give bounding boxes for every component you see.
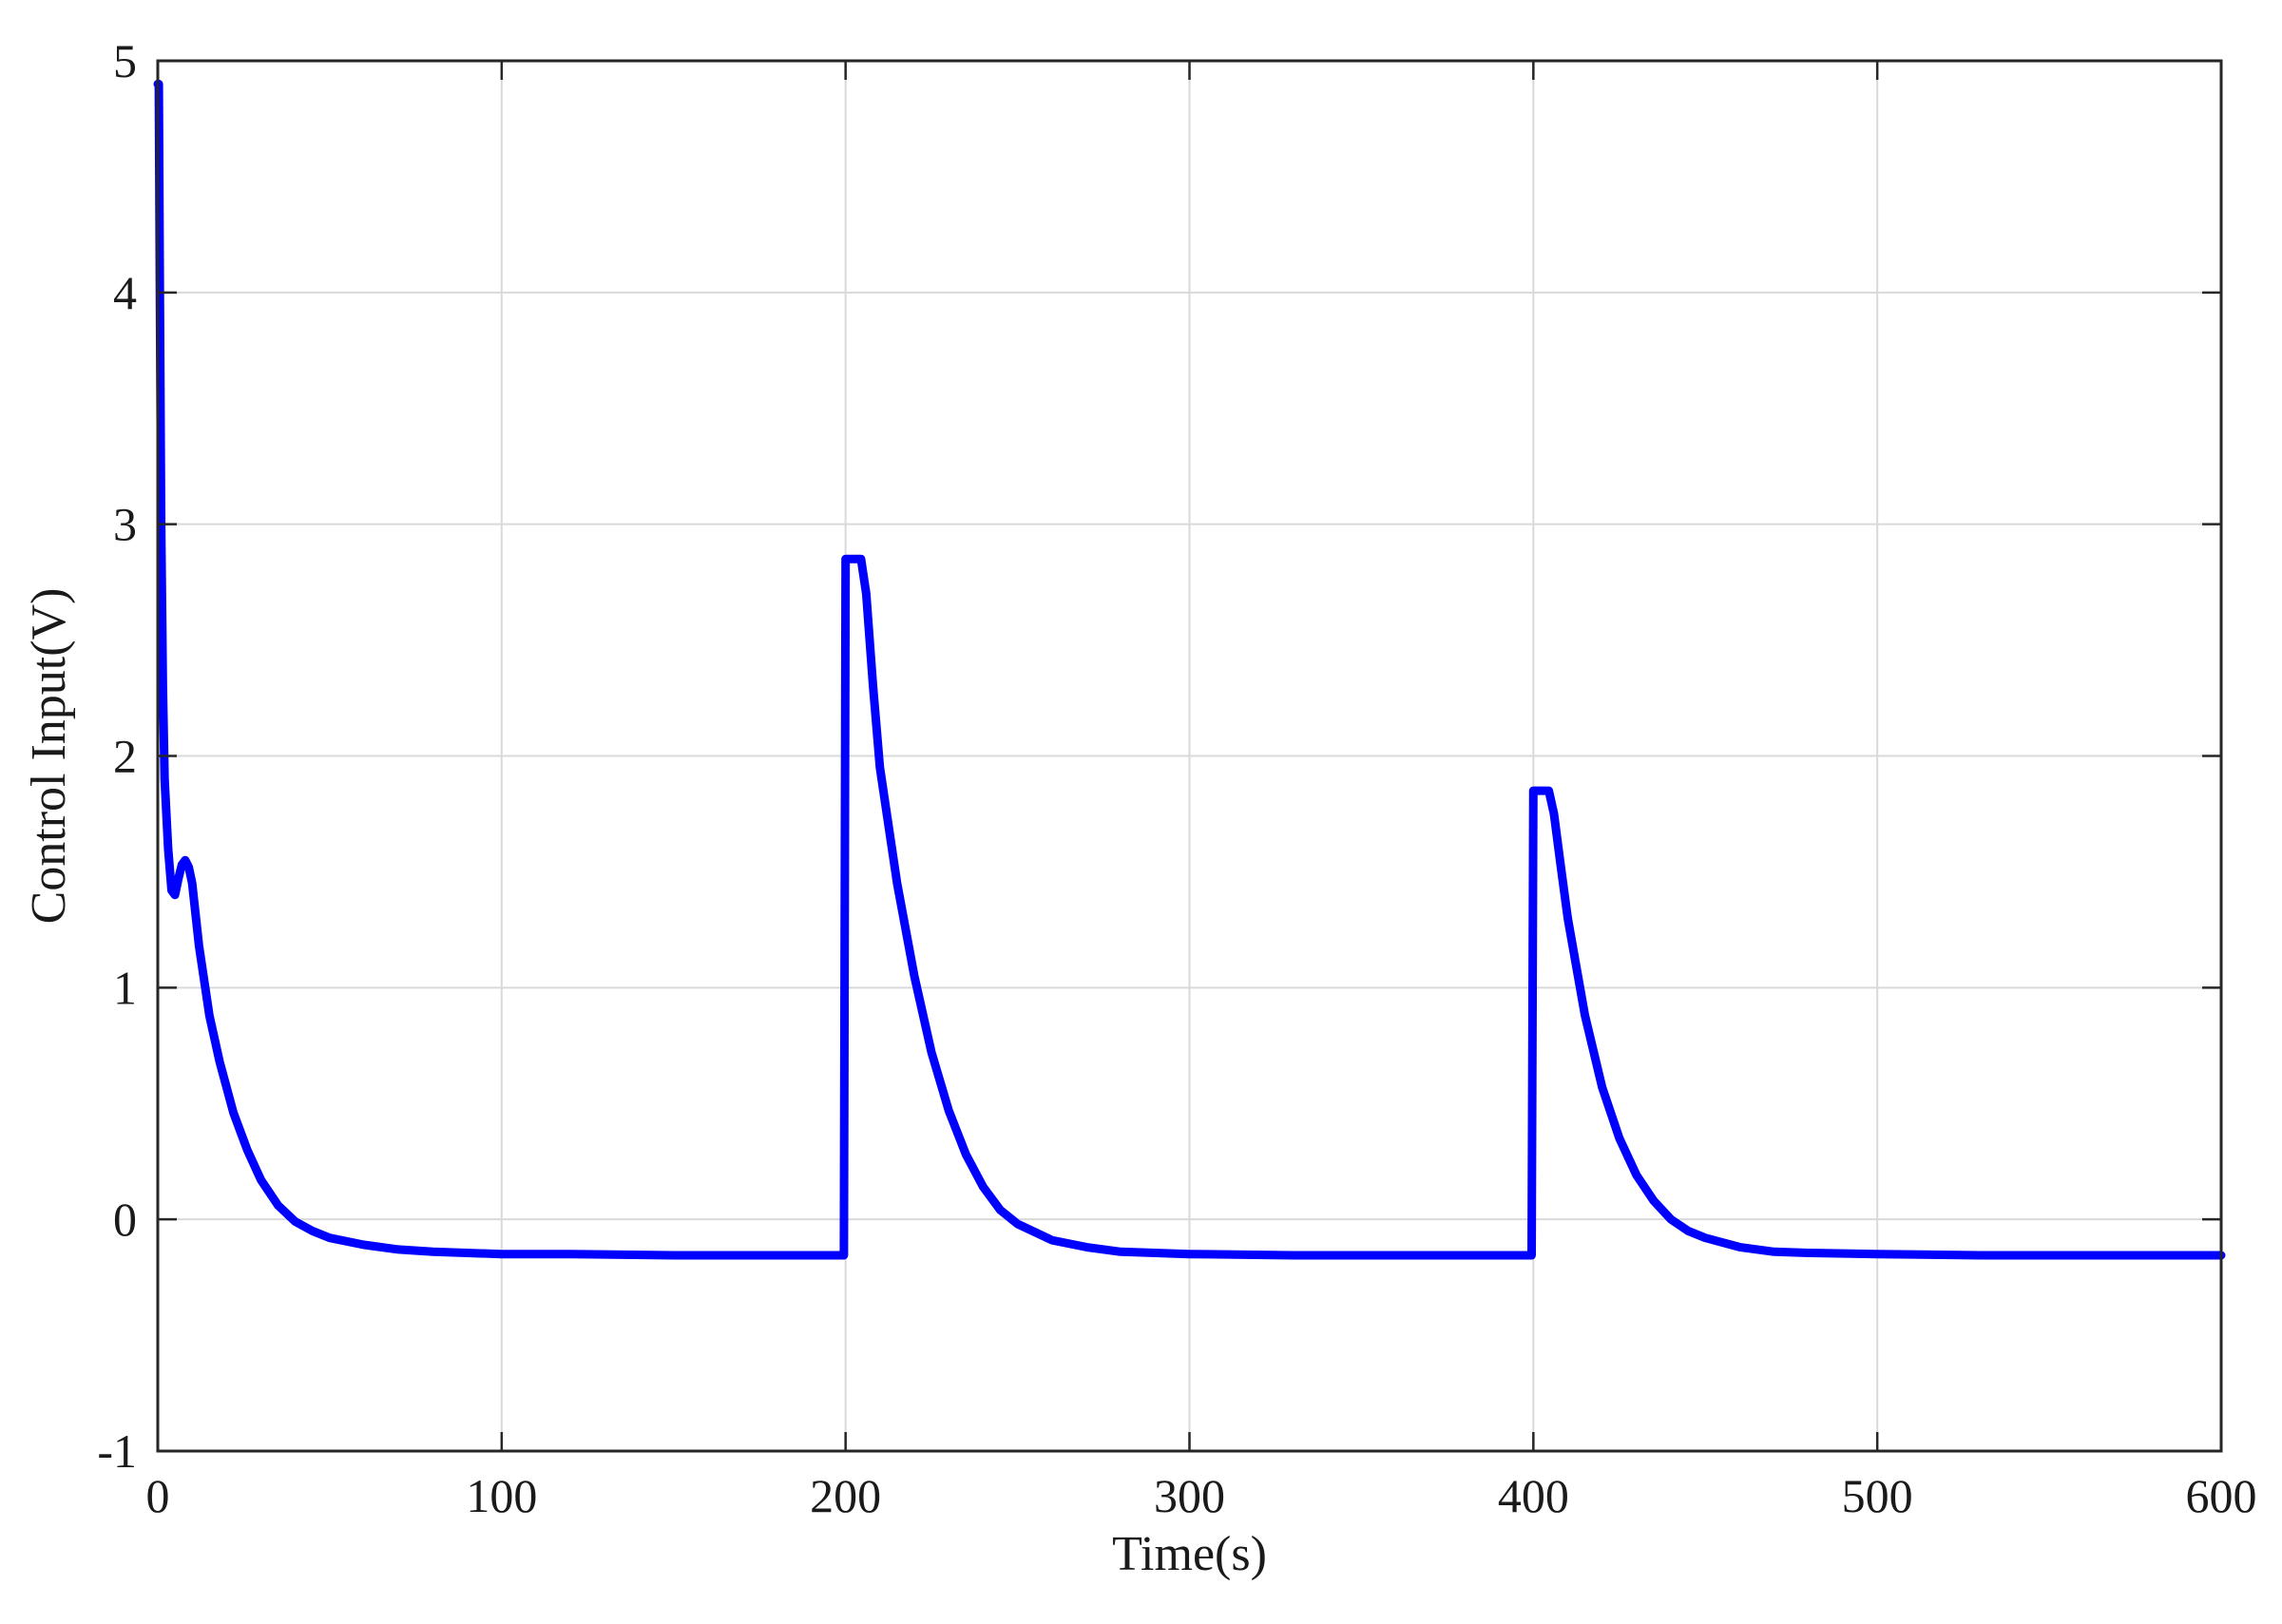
x-tick-label: 0 [146, 1469, 170, 1522]
x-tick-label: 600 [2186, 1469, 2257, 1522]
y-tick-label: 0 [113, 1193, 137, 1246]
y-tick-label: 1 [113, 961, 137, 1014]
y-tick-label: 3 [113, 498, 137, 551]
x-tick-label: 500 [1842, 1469, 1913, 1522]
ticks [156, 59, 2223, 1453]
series-line [153, 79, 2226, 1260]
x-tick-label: 100 [466, 1469, 537, 1522]
x-axis-title: Time(s) [1112, 1527, 1267, 1581]
x-tick-label: 300 [1154, 1469, 1225, 1522]
grid [158, 61, 2221, 1451]
y-tick-label: 4 [113, 266, 137, 319]
y-tick-label: -1 [97, 1424, 137, 1478]
x-tick-label: 400 [1498, 1469, 1569, 1522]
y-axis-title: Control Input(V) [22, 588, 76, 925]
y-tick-label: 2 [113, 730, 137, 783]
series-layer [153, 79, 2226, 1260]
x-tick-label: 200 [810, 1469, 881, 1522]
y-tick-label: 5 [113, 34, 137, 87]
